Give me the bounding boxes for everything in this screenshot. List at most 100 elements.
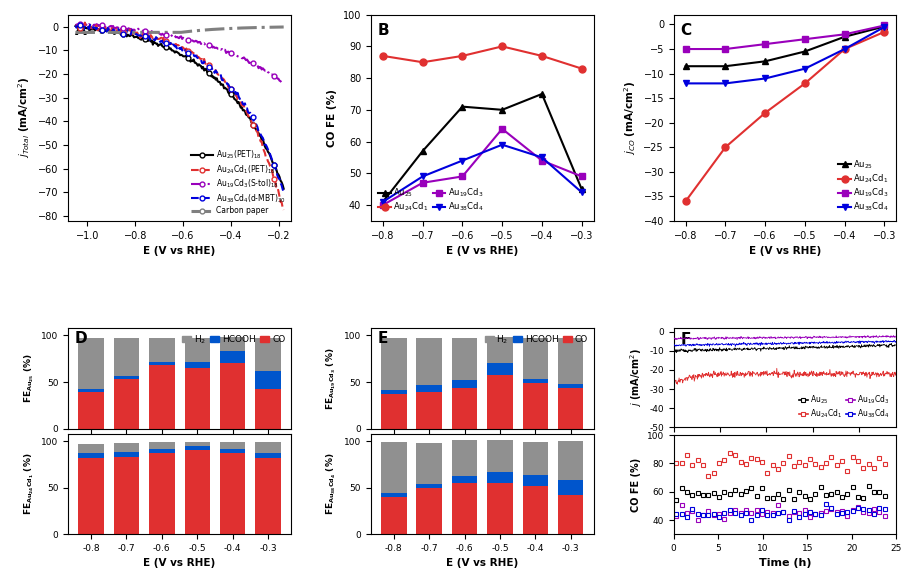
Bar: [417, 338, 442, 385]
Bar: [522, 442, 548, 474]
Au$_{38}$Cd$_4$: [720, 80, 731, 87]
Au$_{19}$Cd$_3$: [680, 46, 691, 53]
Au$_{25}$: [576, 185, 587, 193]
Bar: [452, 440, 478, 475]
Bar: [149, 338, 175, 362]
Bar: [114, 379, 139, 429]
Bar: [220, 351, 246, 363]
Au$_{19}$Cd$_3$: [800, 36, 811, 43]
Line: Au$_{25}$: Au$_{25}$: [379, 90, 585, 205]
Au$_{38}$Cd$_4$: [537, 154, 548, 161]
Bar: [149, 362, 175, 365]
Bar: [114, 443, 139, 452]
Bar: [417, 385, 442, 392]
Bar: [558, 495, 583, 534]
Bar: [522, 383, 548, 429]
Bar: [417, 392, 442, 429]
Au$_{25}$: [720, 63, 731, 70]
Bar: [149, 448, 175, 453]
Bar: [185, 446, 210, 450]
Au$_{38}$Cd$_4$: [576, 189, 587, 196]
Line: Au$_{38}$Cd$_4$: Au$_{38}$Cd$_4$: [682, 23, 888, 87]
Bar: [114, 457, 139, 534]
Bar: [220, 453, 246, 534]
Bar: [78, 458, 104, 534]
Bar: [220, 442, 246, 448]
Bar: [256, 458, 281, 534]
Line: Au$_{24}$Cd$_1$: Au$_{24}$Cd$_1$: [682, 28, 888, 205]
Text: E: E: [378, 331, 388, 346]
Line: Au$_{19}$Cd$_3$: Au$_{19}$Cd$_3$: [379, 126, 585, 208]
Bar: [381, 338, 407, 390]
Au$_{19}$Cd$_3$: [378, 201, 389, 208]
Au$_{25}$: [378, 198, 389, 205]
Bar: [487, 440, 512, 472]
Bar: [381, 493, 407, 497]
Au$_{38}$Cd$_4$: [417, 173, 428, 180]
Bar: [185, 442, 210, 446]
Bar: [452, 483, 478, 534]
Bar: [256, 371, 281, 390]
Au$_{38}$Cd$_4$: [497, 141, 508, 149]
Carbon paper: [278, 23, 289, 31]
Au$_{24}$Cd$_1$: [879, 28, 890, 35]
Y-axis label: CO FE (%): CO FE (%): [632, 457, 642, 512]
Carbon paper: [260, 24, 271, 31]
Au$_{19}$Cd$_3$: [537, 157, 548, 164]
Bar: [417, 443, 442, 484]
X-axis label: Time (h): Time (h): [759, 558, 812, 568]
Bar: [452, 338, 478, 380]
Bar: [149, 365, 175, 429]
Legend: H$_2$, HCOOH, CO: H$_2$, HCOOH, CO: [181, 332, 287, 347]
Carbon paper: [126, 29, 136, 36]
Bar: [558, 384, 583, 387]
Line: Au$_{24}$Cd$_1$: Au$_{24}$Cd$_1$: [379, 43, 585, 72]
Au$_{24}$Cd$_1$: [760, 109, 771, 116]
Au$_{24}$Cd$_1$: [417, 59, 428, 66]
Carbon paper: [268, 23, 278, 31]
Au$_{25}$: [497, 106, 508, 113]
Bar: [78, 453, 104, 458]
X-axis label: E (V vs RHE): E (V vs RHE): [446, 558, 519, 568]
Bar: [452, 387, 478, 429]
Y-axis label: $j_{CO}$ (mA/cm$^2$): $j_{CO}$ (mA/cm$^2$): [622, 81, 638, 155]
Au$_{19}$Cd$_3$: [839, 31, 850, 38]
Bar: [256, 390, 281, 429]
Bar: [114, 452, 139, 457]
Bar: [487, 472, 512, 483]
Legend: Au$_{25}$, Au$_{24}$Cd$_1$, Au$_{19}$Cd$_3$, Au$_{38}$Cd$_4$: Au$_{25}$, Au$_{24}$Cd$_1$, Au$_{19}$Cd$…: [835, 155, 892, 217]
Carbon paper: [70, 29, 81, 36]
Carbon paper: [83, 29, 94, 36]
Au$_{38}$Cd$_4$: [680, 80, 691, 87]
Text: D: D: [75, 331, 87, 346]
Carbon paper: [78, 29, 89, 36]
Bar: [381, 390, 407, 394]
Bar: [558, 441, 583, 480]
Line: Au$_{25}$: Au$_{25}$: [682, 23, 888, 70]
Au$_{38}$Cd$_4$: [457, 157, 468, 164]
Au$_{38}$Cd$_4$: [800, 65, 811, 72]
Bar: [452, 380, 478, 387]
Line: Au$_{38}$Cd$_4$: Au$_{38}$Cd$_4$: [379, 141, 585, 205]
Au$_{24}$Cd$_1$: [839, 46, 850, 53]
Bar: [522, 474, 548, 486]
Legend: Au$_{25}$, Au$_{24}$Cd$_1$, Au$_{19}$Cd$_3$, Au$_{38}$Cd$_4$: Au$_{25}$, Au$_{24}$Cd$_1$, Au$_{19}$Cd$…: [795, 391, 893, 423]
X-axis label: E (V vs RHE): E (V vs RHE): [144, 246, 216, 256]
Bar: [558, 480, 583, 495]
Au$_{19}$Cd$_3$: [879, 22, 890, 29]
Y-axis label: $j$ (mA/cm$^2$): $j$ (mA/cm$^2$): [628, 348, 643, 407]
Au$_{24}$Cd$_1$: [497, 43, 508, 50]
Carbon paper: [108, 29, 119, 36]
Bar: [185, 368, 210, 429]
Au$_{19}$Cd$_3$: [720, 46, 731, 53]
Au$_{38}$Cd$_4$: [378, 198, 389, 205]
Line: Au$_{19}$Cd$_3$: Au$_{19}$Cd$_3$: [682, 22, 888, 52]
Y-axis label: FE$_{\mathregular{Au_{38}Cd_4}}$ (%): FE$_{\mathregular{Au_{38}Cd_4}}$ (%): [325, 453, 339, 515]
Au$_{24}$Cd$_1$: [720, 144, 731, 151]
Bar: [256, 338, 281, 371]
Au$_{24}$Cd$_1$: [457, 52, 468, 59]
Bar: [78, 392, 104, 429]
Text: A: A: [75, 23, 86, 38]
Legend: Au$_{25}$, Au$_{24}$Cd$_1$, Au$_{19}$Cd$_3$, Au$_{38}$Cd$_4$: Au$_{25}$, Au$_{24}$Cd$_1$, Au$_{19}$Cd$…: [375, 183, 487, 217]
Bar: [220, 363, 246, 429]
